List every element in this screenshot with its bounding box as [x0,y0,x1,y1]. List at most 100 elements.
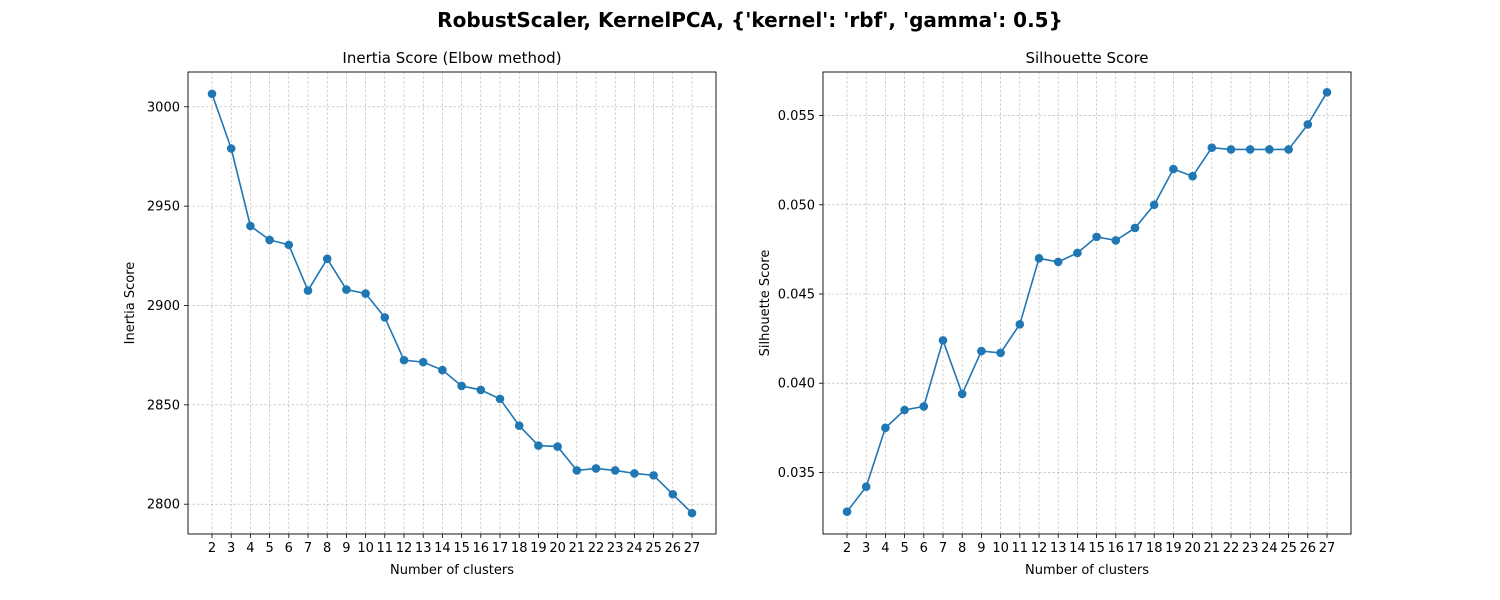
inertia-x-tick-label: 26 [665,541,682,556]
silhouette-y-tick-label: 0.040 [778,377,815,392]
silhouette-plot-area [823,72,1351,534]
inertia-y-tick-label: 2950 [147,200,180,215]
inertia-data-point [457,381,466,391]
silhouette-data-point [1130,223,1140,233]
inertia-chart-panel: 2 3 4 5 6 7 8 9 10 11 12 13 14 15 16 17 18 19 20 21 22 23 24 25… [123,49,717,578]
silhouette-data-point [1207,143,1217,152]
inertia-x-tick-label: 3 [227,541,235,556]
silhouette-x-tick-label: 6 [920,541,928,556]
inertia-data-point [591,464,601,473]
silhouette-data-point [1053,257,1063,267]
inertia-chart-title: Inertia Score (Elbow method) [342,49,561,67]
silhouette-data-point [919,402,929,411]
inertia-x-tick-label: 23 [607,541,624,556]
silhouette-data-point [1034,253,1044,263]
inertia-y-tick-label: 2850 [147,398,180,413]
inertia-data-point [572,466,582,475]
inertia-y-axis-label: Inertia Score [123,262,138,345]
inertia-data-point [265,235,274,245]
inertia-data-point [476,385,486,395]
silhouette-y-tick-label: 0.050 [778,198,815,213]
inertia-x-tick-label: 5 [265,541,273,556]
inertia-x-tick-label: 14 [434,541,451,556]
inertia-x-tick-label: 11 [377,541,394,556]
inertia-x-tick-label: 8 [323,541,331,556]
inertia-data-point [322,254,332,264]
inertia-data-point [418,357,428,367]
silhouette-x-tick-label: 4 [881,541,889,556]
inertia-x-tick-label: 16 [473,541,490,556]
inertia-data-point [668,489,678,499]
inertia-x-tick-label: 2 [208,541,216,556]
inertia-data-point [687,508,697,518]
silhouette-data-point [881,423,890,433]
silhouette-x-tick-label: 21 [1204,541,1221,556]
silhouette-chart-title: Silhouette Score [1025,49,1148,67]
silhouette-x-tick-label: 10 [992,541,1009,556]
inertia-x-tick-label: 24 [626,541,643,556]
inertia-data-point [207,89,217,99]
inertia-data-point [514,421,524,431]
inertia-y-tick-label: 3000 [147,100,180,115]
inertia-data-point [284,240,294,250]
inertia-x-tick-label: 15 [453,541,470,556]
silhouette-x-tick-label: 25 [1280,541,1297,556]
inertia-x-axis-label: Number of clusters [390,563,514,578]
silhouette-data-point [977,346,986,356]
silhouette-y-axis-label: Silhouette Score [758,250,773,357]
silhouette-x-tick-label: 17 [1127,541,1144,556]
silhouette-axes-frame [822,71,1352,535]
silhouette-x-tick-label: 18 [1146,541,1163,556]
silhouette-data-point [1188,171,1197,181]
silhouette-x-tick-label: 20 [1184,541,1201,556]
inertia-plot-area [188,72,716,534]
inertia-x-tick-label: 22 [588,541,605,556]
inertia-y-tick-label: 2800 [147,498,180,513]
inertia-data-point [303,286,313,295]
silhouette-chart-panel: 2 3 4 5 6 7 8 9 10 11 12 13 14 15 16 17 18 19 20 21 22 23 24 25… [758,49,1352,578]
silhouette-x-tick-label: 2 [843,541,851,556]
inertia-x-tick-label: 12 [396,541,413,556]
silhouette-data-point [996,348,1005,358]
silhouette-data-point [1265,145,1274,154]
silhouette-data-point [1226,145,1236,154]
silhouette-data-point [957,389,967,399]
silhouette-data-point [1111,236,1121,245]
inertia-x-tick-label: 10 [357,541,374,556]
silhouette-y-tick-label: 0.045 [778,287,815,302]
inertia-x-tick-label: 21 [569,541,586,556]
inertia-x-tick-label: 17 [492,541,509,556]
inertia-x-tick-label: 20 [549,541,566,556]
inertia-x-tick-label: 18 [511,541,528,556]
silhouette-x-tick-label: 13 [1050,541,1067,556]
silhouette-data-point [1245,145,1255,154]
silhouette-x-tick-label: 23 [1242,541,1259,556]
silhouette-x-tick-label: 12 [1031,541,1048,556]
inertia-data-point [610,466,620,475]
inertia-data-point [630,469,639,478]
silhouette-x-axis-label: Number of clusters [1025,563,1149,578]
silhouette-data-point [1015,320,1025,329]
silhouette-data-point [938,336,948,345]
silhouette-data-point [1169,164,1178,174]
inertia-y-tick-label: 2900 [147,299,180,314]
inertia-axes-frame [187,71,717,535]
silhouette-x-tick-label: 7 [939,541,947,556]
silhouette-y-tick-label: 0.055 [778,109,815,124]
inertia-x-tick-label: 9 [342,541,350,556]
inertia-x-tick-label: 19 [530,541,547,556]
inertia-x-tick-label: 4 [246,541,254,556]
silhouette-x-tick-label: 11 [1012,541,1029,556]
silhouette-x-tick-label: 24 [1261,541,1278,556]
silhouette-x-tick-label: 5 [900,541,908,556]
silhouette-x-tick-label: 16 [1108,541,1125,556]
inertia-data-point [649,471,658,480]
inertia-x-tick-label: 13 [415,541,432,556]
silhouette-x-tick-label: 14 [1069,541,1086,556]
silhouette-x-tick-label: 9 [977,541,985,556]
silhouette-data-point [842,507,852,516]
silhouette-x-tick-label: 3 [862,541,870,556]
silhouette-x-tick-label: 27 [1319,541,1336,556]
silhouette-data-point [1284,145,1293,154]
silhouette-data-point [1073,248,1082,258]
